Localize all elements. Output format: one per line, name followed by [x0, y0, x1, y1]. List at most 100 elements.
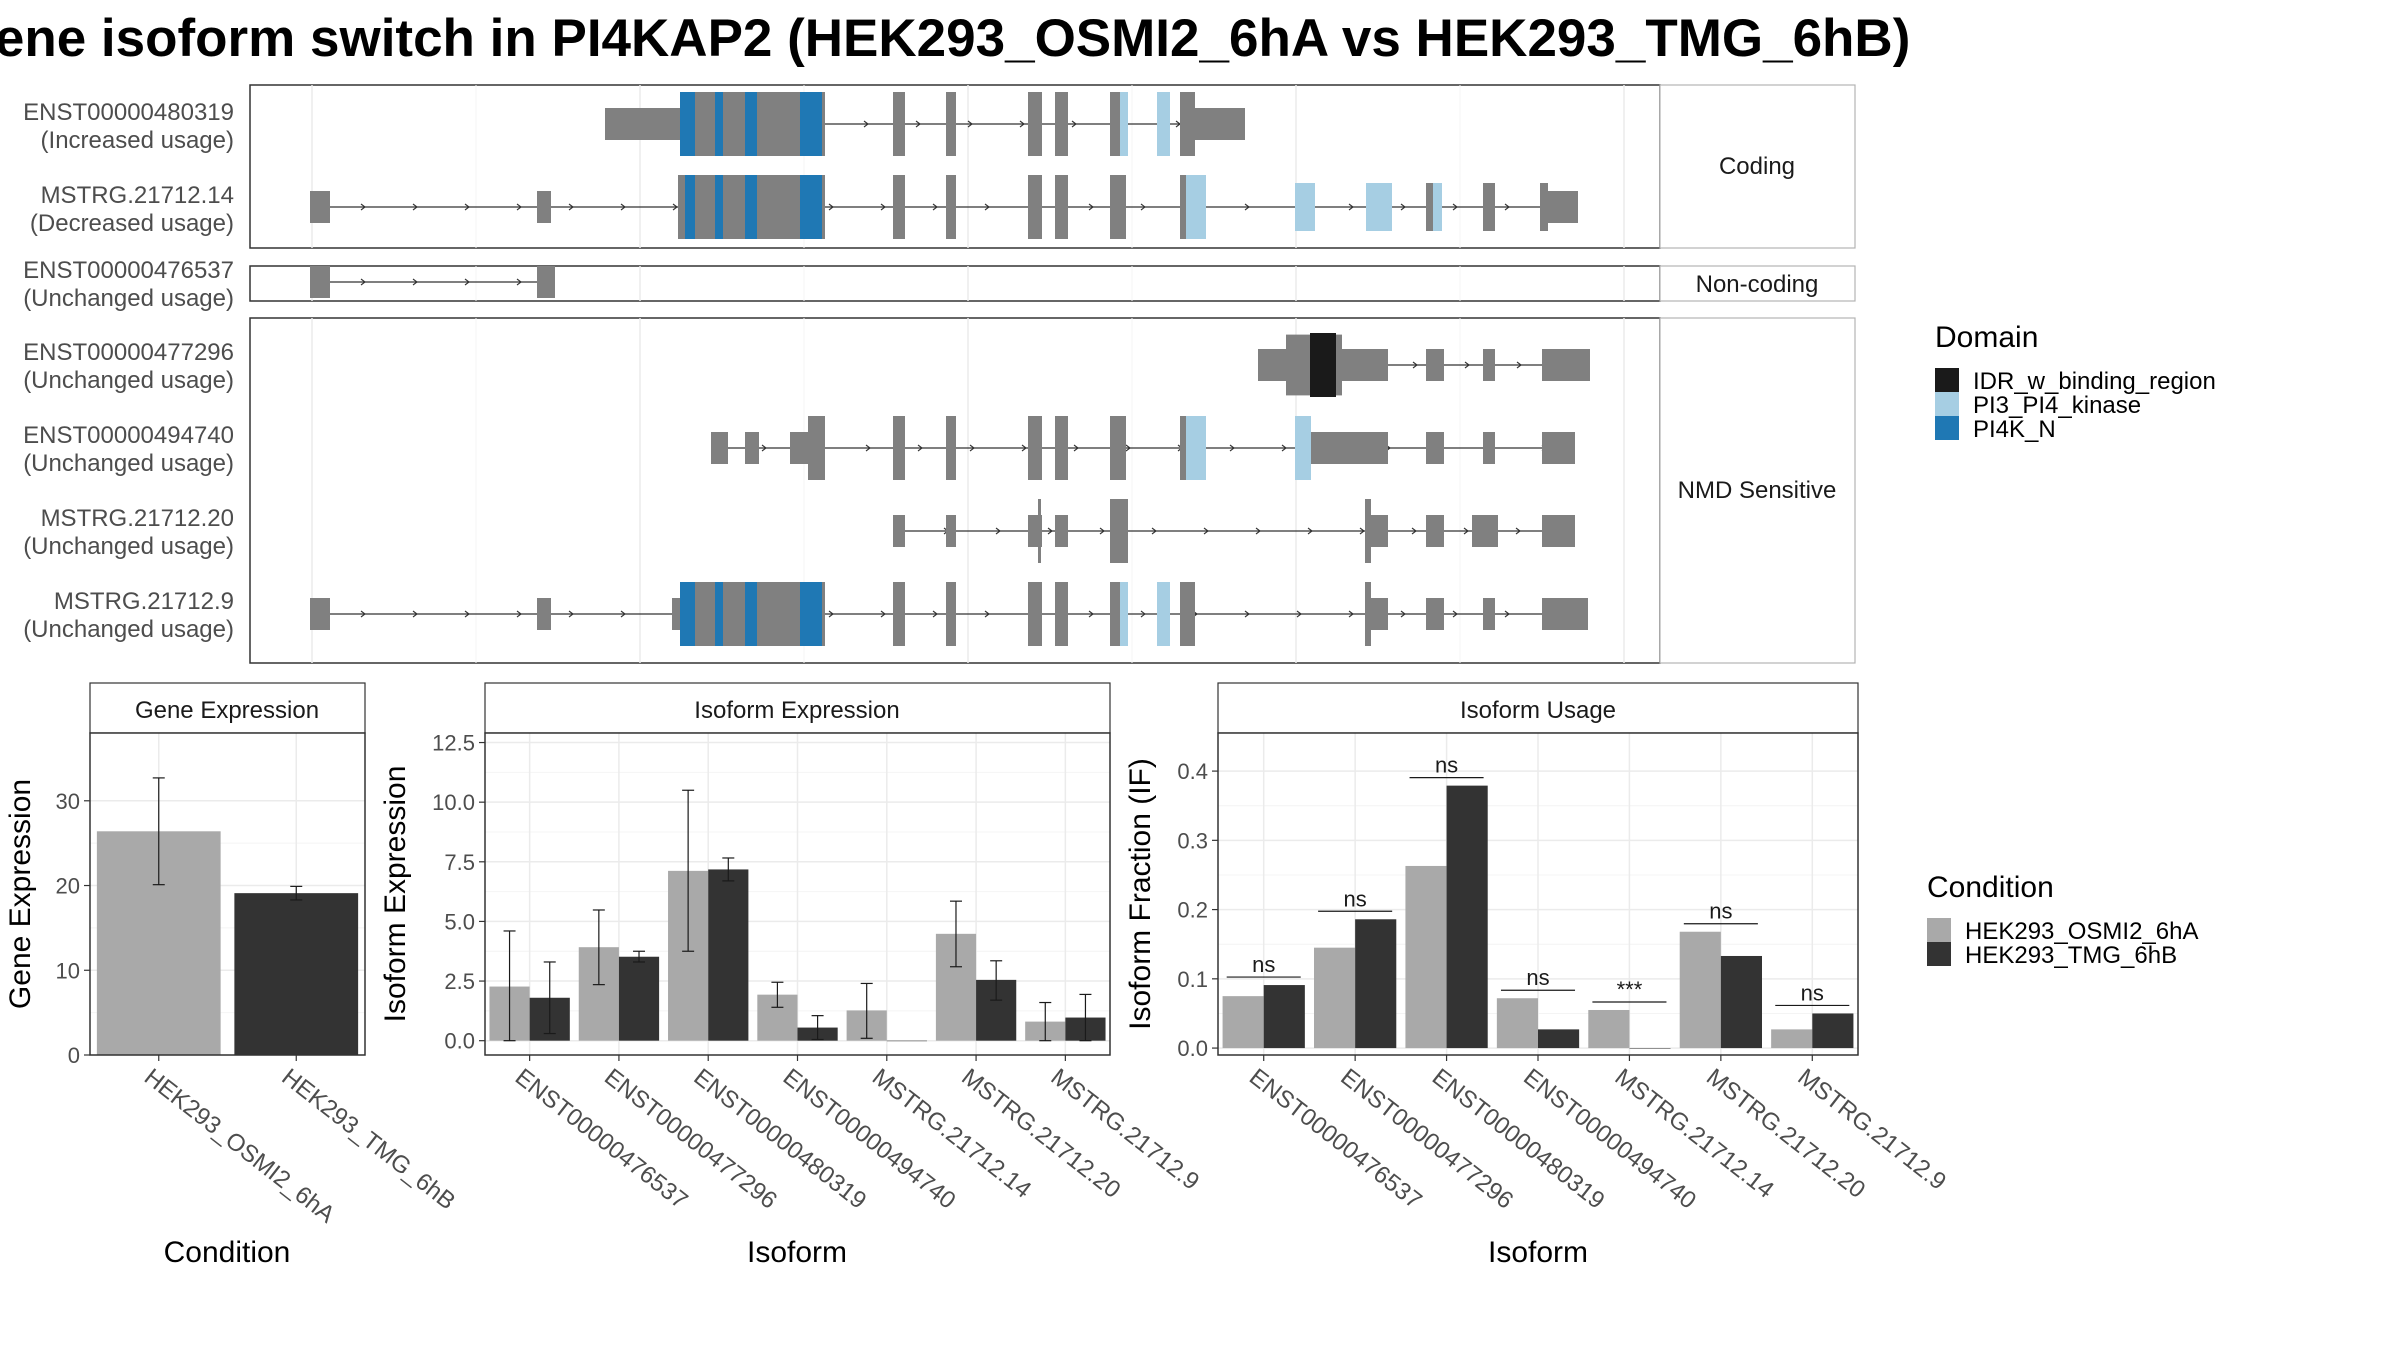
- strand-arrow: [360, 203, 366, 211]
- bar: [1538, 1029, 1580, 1049]
- exon-block: [822, 92, 825, 156]
- bar: [1720, 955, 1762, 1049]
- exon-block: [1542, 349, 1590, 381]
- strand-arrow: [360, 278, 366, 286]
- x-axis-title: Isoform: [1488, 1236, 1588, 1269]
- exon-block: [537, 598, 551, 630]
- strand-arrow: [1411, 527, 1417, 535]
- exon-block: [1540, 183, 1548, 231]
- exon-block: [1028, 416, 1042, 480]
- transcript-usage-label: (Unchanged usage): [23, 533, 234, 560]
- exon-block: [1433, 183, 1442, 231]
- exon-block: [1336, 334, 1342, 396]
- panel-strip: [484, 682, 1111, 734]
- exon-block: [1483, 598, 1495, 630]
- exon-block: [1055, 416, 1068, 480]
- structure-panel-nmd: NMD Sensitive: [249, 317, 1856, 664]
- bar: [1405, 865, 1447, 1049]
- transcript-id-label: MSTRG.21712.20: [41, 505, 234, 532]
- x-axis-title: Isoform: [747, 1236, 847, 1269]
- exon-block: [1157, 582, 1170, 646]
- strand-arrow: [1463, 527, 1469, 535]
- exon-block: [1180, 92, 1195, 156]
- strand-arrow: [1504, 610, 1510, 618]
- exon-block: [1120, 582, 1128, 646]
- structure-strip-label: Coding: [1719, 153, 1795, 180]
- significance-label: ***: [1617, 977, 1643, 1002]
- isoform-expression-panel: Isoform Expression 0.02.55.07.510.012.5E…: [379, 682, 1204, 1269]
- strand-arrow: [1452, 203, 1458, 211]
- x-tick-label: MSTRG.21712.14: [867, 1063, 1036, 1203]
- domain-legend-key-pi3: [1935, 392, 1959, 416]
- structure-panel-noncoding-bg: [249, 265, 1661, 302]
- condition-legend-key-tmg: [1927, 942, 1951, 966]
- panel-strip-title: Isoform Usage: [1460, 697, 1616, 724]
- exon-block: [537, 191, 551, 223]
- exon-block: [1542, 598, 1588, 630]
- strand-arrow: [1099, 527, 1105, 535]
- y-tick-label: 10.0: [432, 790, 475, 815]
- exon-block: [1195, 108, 1245, 140]
- strand-arrow: [1348, 203, 1354, 211]
- y-tick-label: 0: [68, 1043, 80, 1068]
- bar: [1355, 919, 1397, 1049]
- strand-arrow: [1359, 527, 1365, 535]
- structure-strip-nmd: [1659, 317, 1856, 664]
- y-tick-label: 0.3: [1177, 828, 1208, 853]
- strand-arrow: [568, 203, 574, 211]
- exon-block: [946, 582, 956, 646]
- domain-legend: Domain IDR_w_binding_region PI3_PI4_kina…: [1935, 321, 2216, 443]
- strand-arrow: [1151, 527, 1157, 535]
- transcript-tracks: [310, 92, 1590, 646]
- bar: [1446, 785, 1488, 1049]
- exon-block: [715, 175, 723, 239]
- condition-legend-title: Condition: [1927, 871, 2054, 904]
- exon-block: [310, 266, 330, 298]
- strand-arrow: [1019, 120, 1025, 128]
- y-tick-label: 0.0: [444, 1029, 475, 1054]
- exon-block: [723, 582, 745, 646]
- bar: [1588, 1009, 1630, 1049]
- exon-block: [1365, 582, 1371, 646]
- exon-block: [1028, 92, 1042, 156]
- exon-block: [1472, 515, 1498, 547]
- structure-strip-label: Non-coding: [1696, 271, 1819, 298]
- strand-arrow: [620, 610, 626, 618]
- x-tick-label: ENST00000480319: [1427, 1063, 1610, 1214]
- exon-block: [946, 175, 956, 239]
- bar: [708, 869, 749, 1041]
- exon-block: [822, 175, 825, 239]
- exon-block: [605, 108, 680, 140]
- x-tick-label: ENST00000476537: [1244, 1063, 1427, 1214]
- exon-block: [1186, 416, 1206, 480]
- exon-block: [893, 92, 905, 156]
- transcript-usage-label: (Unchanged usage): [23, 285, 234, 312]
- strand-arrow: [1348, 610, 1354, 618]
- transcript-track: [310, 582, 1588, 646]
- exon-block: [1157, 92, 1170, 156]
- strand-arrow: [1515, 527, 1521, 535]
- exon-block: [1365, 499, 1371, 563]
- domain-legend-label: PI4K_N: [1973, 416, 2056, 443]
- domain-legend-label: IDR_w_binding_region: [1973, 368, 2216, 395]
- exon-block: [1055, 92, 1068, 156]
- y-tick-label: 0.1: [1177, 967, 1208, 992]
- transcript-track: [893, 499, 1575, 563]
- bar: [1679, 931, 1721, 1049]
- y-tick-label: 30: [56, 789, 80, 814]
- y-axis-title: Isoform Fraction (IF): [1124, 758, 1157, 1030]
- x-tick-label: MSTRG.21712.20: [956, 1063, 1125, 1203]
- exon-block: [1310, 333, 1336, 397]
- strand-arrow: [1400, 203, 1406, 211]
- exon-block: [745, 432, 759, 464]
- transcript-labels: ENST00000480319 (Increased usage) MSTRG.…: [23, 99, 234, 643]
- exon-block: [757, 92, 800, 156]
- strand-arrow: [915, 120, 921, 128]
- exon-block: [946, 515, 956, 547]
- exon-block: [723, 92, 745, 156]
- x-tick-label: MSTRG.21712.14: [1610, 1063, 1779, 1203]
- exon-block: [1426, 598, 1444, 630]
- structure-strip-coding: [1659, 84, 1856, 249]
- significance-label: ns: [1709, 899, 1732, 924]
